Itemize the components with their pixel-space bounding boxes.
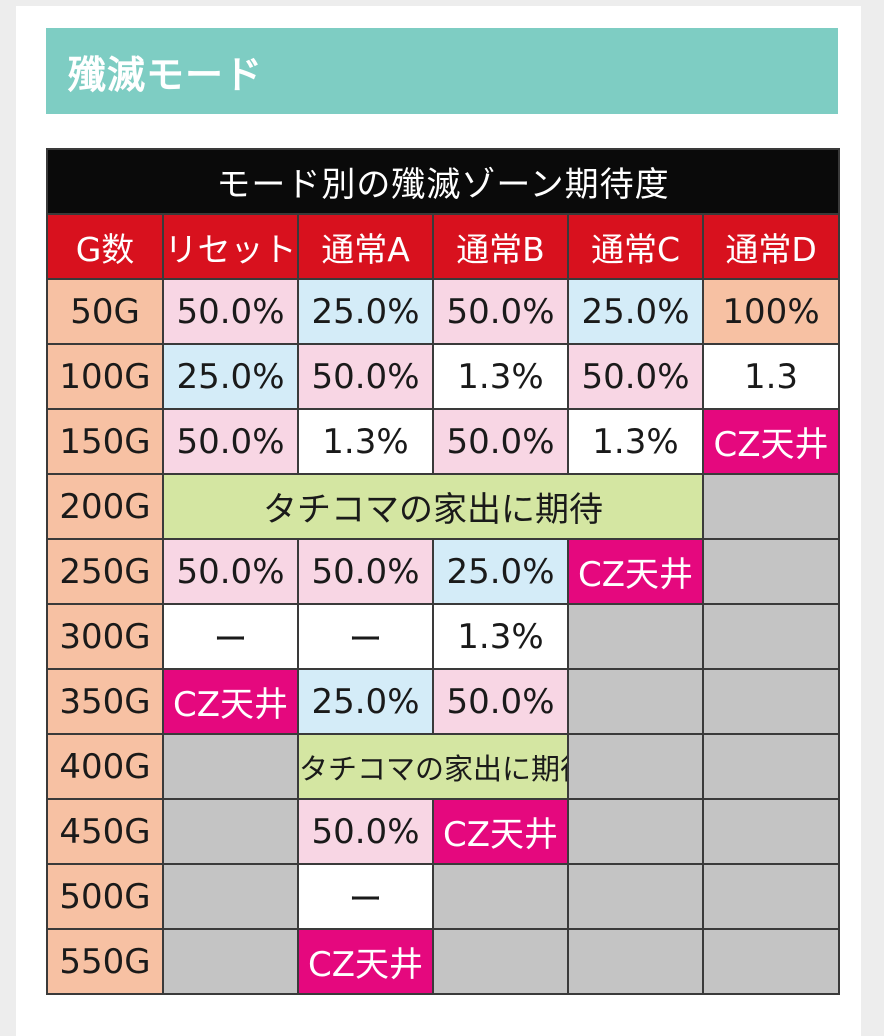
row-game-count: 450G xyxy=(46,798,164,865)
probability-cell: ー xyxy=(297,603,434,670)
empty-cell xyxy=(162,733,299,800)
col-header-normal-d: 通常D xyxy=(701,213,841,280)
empty-cell xyxy=(701,733,841,800)
cz-ceiling-badge: CZ天井 xyxy=(162,668,299,735)
empty-cell xyxy=(701,603,841,670)
probability-cell: 25.0% xyxy=(297,668,434,735)
empty-cell xyxy=(567,798,704,865)
empty-cell xyxy=(567,928,704,995)
col-header-normal-c: 通常C xyxy=(567,213,704,280)
col-header-normal-a: 通常A xyxy=(297,213,434,280)
empty-cell xyxy=(701,668,841,735)
row-game-count: 550G xyxy=(46,928,164,995)
probability-cell: 50.0% xyxy=(567,343,704,410)
table-row: 150G 50.0% 1.3% 50.0% 1.3% CZ天井 xyxy=(46,408,841,475)
expectation-table: モード別の殲滅ゾーン期待度 G数 リセット 通常A 通常B 通常C 通常D 50… xyxy=(45,148,841,995)
table-body: 50G 50.0% 25.0% 50.0% 25.0% 100% 100G 25.0% 50.0… xyxy=(46,278,841,995)
probability-cell: 25.0% xyxy=(567,278,704,345)
empty-cell xyxy=(701,538,841,605)
probability-cell: 1.3% xyxy=(432,603,569,670)
empty-cell xyxy=(701,798,841,865)
table-row: 450G 50.0% CZ天井 xyxy=(46,798,841,865)
row-game-count: 50G xyxy=(46,278,164,345)
table-row: 400G タチコマの家出に期待 xyxy=(46,733,841,800)
probability-cell: 50.0% xyxy=(432,278,569,345)
cz-ceiling-badge: CZ天井 xyxy=(297,928,434,995)
row-game-count: 400G xyxy=(46,733,164,800)
probability-cell: 50.0% xyxy=(162,408,299,475)
row-game-count: 100G xyxy=(46,343,164,410)
probability-cell: 25.0% xyxy=(432,538,569,605)
empty-cell xyxy=(567,863,704,930)
merged-note-cell: タチコマの家出に期待 xyxy=(297,733,569,800)
row-game-count: 250G xyxy=(46,538,164,605)
empty-cell xyxy=(701,863,841,930)
table-row: 50G 50.0% 25.0% 50.0% 25.0% 100% xyxy=(46,278,841,345)
table-row: 300G ーー 1.3% xyxy=(46,603,841,670)
table-caption: モード別の殲滅ゾーン期待度 xyxy=(45,148,841,215)
probability-cell: 50.0% xyxy=(162,538,299,605)
row-game-count: 200G xyxy=(46,473,164,540)
empty-cell xyxy=(567,603,704,670)
table-row: 100G 25.0% 50.0% 1.3% 50.0% 1.3 xyxy=(46,343,841,410)
probability-cell: 50.0% xyxy=(297,538,434,605)
probability-cell: 100% xyxy=(701,278,841,345)
row-game-count: 350G xyxy=(46,668,164,735)
probability-cell: 1.3 xyxy=(701,343,841,410)
empty-cell xyxy=(162,798,299,865)
cz-ceiling-badge: CZ天井 xyxy=(701,408,841,475)
probability-cell: 50.0% xyxy=(432,408,569,475)
merged-note-cell: タチコマの家出に期待 xyxy=(162,473,704,540)
probability-cell: 1.3% xyxy=(297,408,434,475)
probability-cell: 50.0% xyxy=(162,278,299,345)
probability-cell: 50.0% xyxy=(297,343,434,410)
row-game-count: 500G xyxy=(46,863,164,930)
empty-cell xyxy=(701,473,841,540)
probability-cell: 25.0% xyxy=(162,343,299,410)
probability-cell: 1.3% xyxy=(567,408,704,475)
cz-ceiling-badge: CZ天井 xyxy=(432,798,569,865)
table-row: 350G CZ天井 25.0% 50.0% xyxy=(46,668,841,735)
table-row: 550G CZ天井 xyxy=(46,928,841,995)
probability-cell: 25.0% xyxy=(297,278,434,345)
empty-cell xyxy=(432,928,569,995)
empty-cell xyxy=(432,863,569,930)
table-row: 500G ー xyxy=(46,863,841,930)
probability-cell: 1.3% xyxy=(432,343,569,410)
empty-cell xyxy=(162,928,299,995)
row-game-count: 150G xyxy=(46,408,164,475)
probability-cell: ー xyxy=(297,863,434,930)
probability-cell: 50.0% xyxy=(432,668,569,735)
col-header-reset: リセット xyxy=(162,213,299,280)
section-title: 殲滅モード xyxy=(46,28,838,114)
empty-cell xyxy=(162,863,299,930)
probability-cell: ー xyxy=(162,603,299,670)
empty-cell xyxy=(567,668,704,735)
probability-cell: 50.0% xyxy=(297,798,434,865)
col-header-g: G数 xyxy=(46,213,164,280)
table-row: 250G 50.0% 50.0% 25.0% CZ天井 xyxy=(46,538,841,605)
empty-cell xyxy=(701,928,841,995)
cz-ceiling-badge: CZ天井 xyxy=(567,538,704,605)
row-game-count: 300G xyxy=(46,603,164,670)
col-header-normal-b: 通常B xyxy=(432,213,569,280)
empty-cell xyxy=(567,733,704,800)
table-row: 200G タチコマの家出に期待 xyxy=(46,473,841,540)
